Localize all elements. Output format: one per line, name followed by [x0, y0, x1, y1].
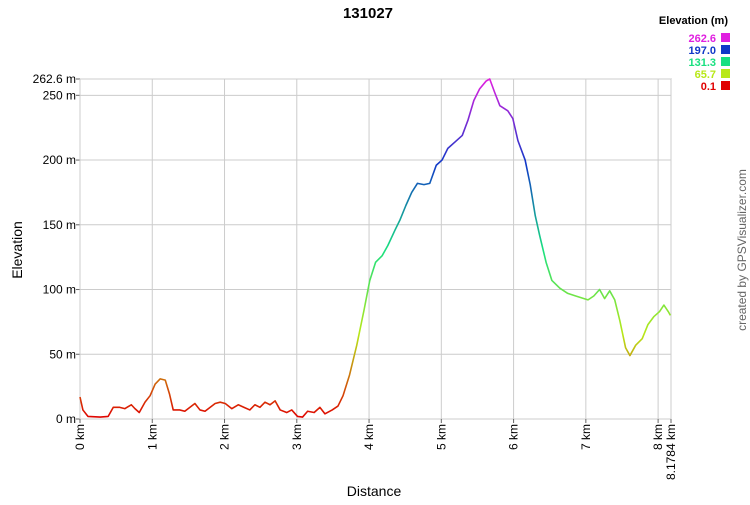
chart-title: 131027 — [343, 5, 393, 22]
y-tick-label: 262.6 m — [33, 72, 76, 86]
legend-swatch — [721, 69, 730, 78]
x-tick-label: 5 km — [434, 424, 448, 450]
legend-swatch — [721, 81, 730, 90]
y-tick-label: 50 m — [49, 347, 76, 361]
x-tick-label: 4 km — [362, 424, 376, 450]
x-tick-label: 7 km — [579, 424, 593, 450]
y-tick-label: 100 m — [43, 283, 76, 297]
x-tick-label: 2 km — [218, 424, 232, 450]
x-tick-label: 3 km — [290, 424, 304, 450]
legend-label: 262.6 — [688, 33, 716, 45]
x-tick-label: 8 km — [651, 424, 665, 450]
legend-label: 0.1 — [701, 81, 716, 93]
y-tick-label: 200 m — [43, 153, 76, 167]
legend-swatch — [721, 33, 730, 42]
x-axis-title: Distance — [347, 483, 402, 499]
plot-area — [79, 78, 672, 420]
legend-label: 131.3 — [688, 57, 716, 69]
x-tick-label: 6 km — [507, 424, 521, 450]
legend-label: 197.0 — [688, 45, 716, 57]
x-tick-label: 1 km — [145, 424, 159, 450]
legend-label: 65.7 — [695, 69, 716, 81]
x-tick-label: 8.1784 km — [664, 424, 678, 480]
y-tick-label: 250 m — [43, 88, 76, 102]
y-tick-label: 150 m — [43, 218, 76, 232]
legend-title: Elevation (m) — [659, 15, 728, 27]
y-tick-label: 0 m — [56, 412, 76, 426]
elevation-line — [79, 78, 672, 418]
legend-swatch — [721, 45, 730, 54]
legend-swatch — [721, 57, 730, 66]
credit: created by GPSVisualizer.com — [735, 169, 749, 331]
x-tick-label: 0 km — [73, 424, 87, 450]
y-axis-title: Elevation — [9, 221, 25, 279]
